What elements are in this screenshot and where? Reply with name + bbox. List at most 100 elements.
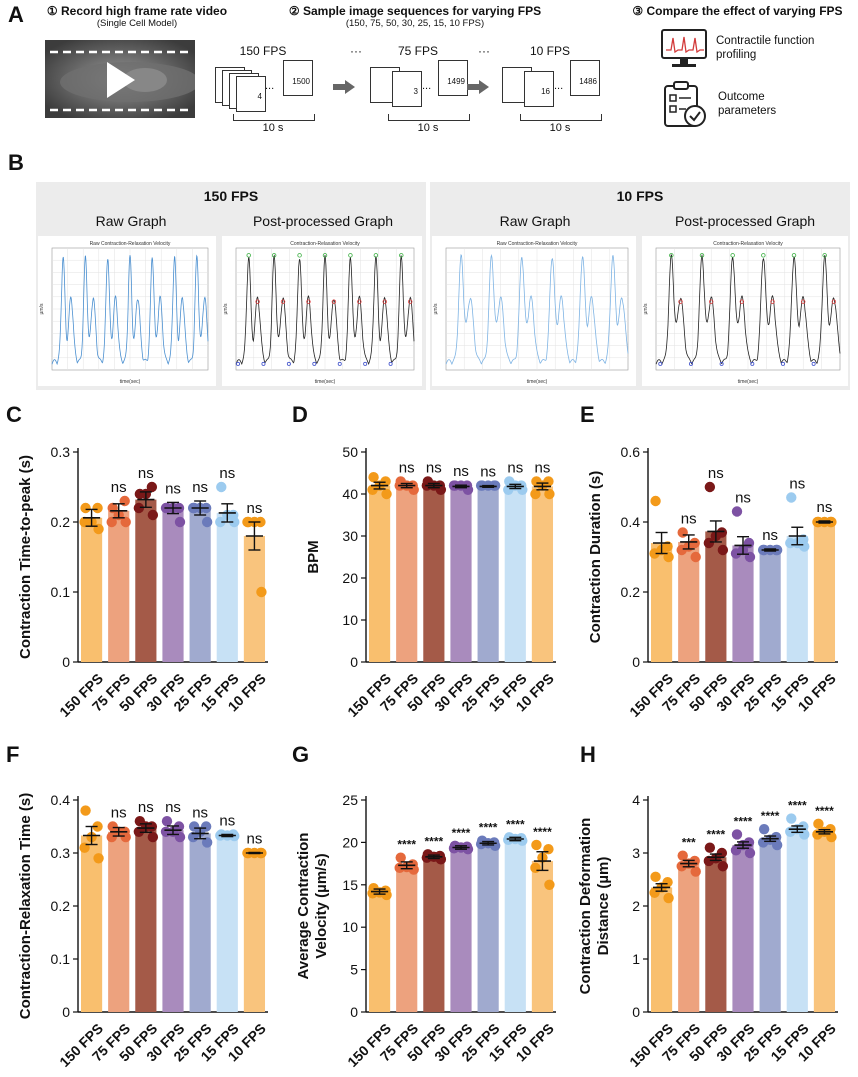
bar (80, 517, 103, 662)
bar (813, 522, 836, 662)
raw-graph-150-label: Raw Graph (95, 213, 167, 229)
y-tick-label: 0 (632, 1004, 640, 1020)
step1-title: ① Record high frame rate video (46, 4, 228, 18)
frame-ellipsis: ... (265, 80, 275, 92)
step2-title: ② Sample image sequences for varying FPS (288, 4, 542, 18)
trace-chart-title: Raw Contraction-Relaxation Velocity (497, 241, 578, 247)
data-point (650, 495, 661, 507)
data-point (785, 537, 796, 549)
data-point (717, 861, 729, 872)
bar (759, 550, 781, 662)
sequence-fps-label: 75 FPS (397, 44, 439, 58)
significance-label: ns (708, 465, 724, 482)
bar (732, 845, 754, 1012)
data-point (799, 541, 810, 552)
data-point (368, 472, 379, 483)
data-point (120, 516, 131, 528)
significance-label: ns (247, 500, 263, 517)
data-point (216, 481, 227, 493)
data-point (530, 862, 541, 874)
significance-label: **** (506, 817, 525, 831)
peak-marker-green (297, 253, 302, 258)
bar (189, 833, 211, 1012)
data-point (147, 509, 159, 521)
y-tick-label: 0.2 (621, 584, 641, 600)
data-point (106, 831, 117, 843)
data-point (649, 887, 660, 898)
raw-graph-10-label: Raw Graph (499, 213, 571, 229)
data-point (381, 488, 392, 500)
y-axis-label: Contraction DeformationDistance (µm) (577, 818, 612, 995)
data-point (517, 835, 528, 846)
significance-label: ns (789, 476, 805, 493)
image-frame: 4 (236, 76, 266, 112)
bar (678, 863, 700, 1012)
velocity-trace-chart: Contraction-Relaxation Velocity time(sec)… (222, 236, 422, 386)
data-point (256, 586, 267, 598)
data-point (106, 516, 117, 528)
baseline-marker-blue (236, 361, 241, 366)
bar (108, 831, 130, 1012)
baseline-marker-blue (286, 361, 291, 366)
peak-marker-green (399, 253, 404, 258)
data-point (201, 837, 213, 848)
y-tick-label: 20 (342, 570, 358, 586)
bar (368, 891, 391, 1012)
significance-label: ns (453, 463, 469, 480)
frame-number: 16 (541, 87, 550, 96)
data-point (530, 488, 541, 500)
significance-label: ns (111, 479, 127, 496)
panel-d-label: D (292, 402, 308, 427)
y-tick-label: 30 (342, 528, 358, 544)
peak-marker-red (678, 299, 683, 304)
cell-video-svg (45, 40, 195, 118)
data-point (93, 523, 104, 535)
panel-a-label: A (8, 2, 24, 27)
peak-marker-red (280, 299, 286, 304)
panel-h-label: H (580, 742, 596, 767)
bar (678, 541, 700, 662)
y-tick-label: 0.1 (51, 584, 71, 600)
bar (786, 536, 808, 662)
data-point (475, 838, 487, 850)
group-10fps-title: 10 FPS (616, 188, 664, 204)
bar (80, 835, 103, 1012)
data-point (367, 484, 378, 495)
data-point (146, 481, 158, 493)
bar (705, 531, 727, 662)
contractile-profiling-label: Contractile function profiling (716, 35, 815, 61)
data-point (408, 864, 419, 875)
baseline-marker-blue (719, 361, 724, 366)
y-tick-label: 0.4 (621, 514, 641, 530)
peak-marker-red (801, 299, 806, 304)
y-tick-label: 0.6 (621, 444, 641, 460)
y-axis-label-line: Distance (µm) (595, 857, 612, 956)
peak-marker-red (382, 299, 387, 304)
y-tick-label: 4 (632, 792, 640, 808)
bar (423, 856, 445, 1012)
data-point (489, 480, 501, 491)
data-point (744, 847, 756, 859)
significance-label: ns (399, 459, 415, 476)
duration-label: 10 s (417, 122, 439, 134)
significance-label: ns (535, 459, 551, 476)
y-axis-label-line: Contraction Deformation (577, 818, 594, 995)
y-tick-label: 5 (350, 962, 358, 978)
significance-label: ns (192, 805, 208, 822)
significance-label: **** (734, 814, 753, 828)
y-axis-label: Contraction-Relaxation Time (s) (17, 793, 34, 1019)
data-point (543, 843, 554, 855)
bar (477, 486, 499, 662)
baseline-marker-blue (688, 361, 693, 366)
post-graph-10-label: Post-processed Graph (674, 213, 816, 229)
bar (705, 857, 727, 1012)
significance-label: ns (219, 812, 235, 829)
sequence-fps-label: 150 FPS (239, 44, 287, 58)
y-tick-label: 1 (632, 951, 640, 967)
data-point (663, 551, 674, 563)
data-point (757, 837, 769, 848)
data-point (730, 845, 742, 856)
data-point (120, 831, 131, 843)
velocity-trace-chart: Raw Contraction-Relaxation Velocity time(… (38, 236, 216, 386)
data-point (462, 843, 474, 855)
